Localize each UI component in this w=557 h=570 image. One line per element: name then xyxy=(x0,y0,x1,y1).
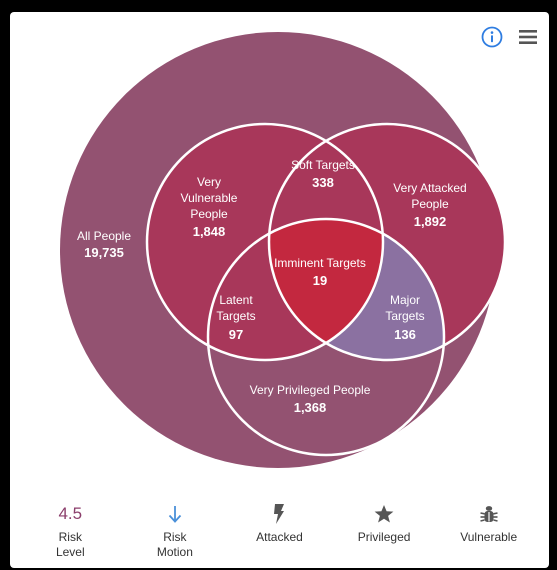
label-soft-targets: Soft Targets 338 xyxy=(291,158,355,190)
menu-button[interactable] xyxy=(517,26,539,48)
venn-card: All People 19,735 Very Vulnerable People… xyxy=(10,12,549,568)
svg-text:1,848: 1,848 xyxy=(193,224,226,239)
info-button[interactable] xyxy=(481,26,503,48)
svg-text:Major: Major xyxy=(390,293,420,307)
vulnerable-label: Vulnerable xyxy=(460,530,518,544)
arrow-down-icon xyxy=(167,502,183,526)
label-very-attacked: Very Attacked People 1,892 xyxy=(393,181,466,229)
label-all-people: All People 19,735 xyxy=(77,229,131,260)
svg-text:People: People xyxy=(411,197,449,211)
privileged-item[interactable]: Privileged xyxy=(334,502,434,545)
svg-text:Very Privileged People: Very Privileged People xyxy=(250,383,371,397)
svg-text:Very Attacked: Very Attacked xyxy=(393,181,466,195)
svg-text:Targets: Targets xyxy=(216,309,255,323)
legend-bar: 4.5 Risk Level Risk Motion Attacked xyxy=(10,502,549,560)
info-icon xyxy=(481,26,503,48)
svg-text:Very: Very xyxy=(197,175,221,189)
label-latent-targets: Latent Targets 97 xyxy=(216,293,255,342)
risk-level-label: Risk Level xyxy=(55,530,85,559)
star-icon xyxy=(374,502,394,526)
label-major-targets: Major Targets 136 xyxy=(385,293,424,342)
attacked-label: Attacked xyxy=(256,530,303,544)
lightning-icon xyxy=(272,502,286,526)
svg-text:1,368: 1,368 xyxy=(294,400,327,415)
venn-outlines xyxy=(145,122,507,457)
svg-text:Latent: Latent xyxy=(219,293,253,307)
vulnerable-item[interactable]: Vulnerable xyxy=(439,502,539,545)
svg-text:People: People xyxy=(190,207,228,221)
svg-text:1,892: 1,892 xyxy=(414,214,447,229)
risk-motion-label: Risk Motion xyxy=(156,530,193,559)
svg-text:338: 338 xyxy=(312,175,334,190)
svg-text:Targets: Targets xyxy=(385,309,424,323)
svg-text:Imminent Targets: Imminent Targets xyxy=(274,256,366,270)
svg-text:136: 136 xyxy=(394,327,416,342)
label-imminent-targets: Imminent Targets 19 xyxy=(274,256,366,288)
svg-text:19,735: 19,735 xyxy=(84,245,124,260)
hamburger-icon xyxy=(519,30,537,44)
risk-motion-item[interactable]: Risk Motion xyxy=(125,502,225,560)
label-very-vulnerable: Very Vulnerable People 1,848 xyxy=(181,175,238,239)
svg-text:19: 19 xyxy=(313,273,327,288)
risk-level-item[interactable]: 4.5 Risk Level xyxy=(20,502,120,560)
attacked-item[interactable]: Attacked xyxy=(229,502,329,545)
label-very-privileged: Very Privileged People 1,368 xyxy=(250,383,371,415)
venn-diagram: All People 19,735 Very Vulnerable People… xyxy=(60,32,507,468)
risk-level-value: 4.5 xyxy=(58,504,83,523)
imminent-targets-region[interactable] xyxy=(269,124,505,360)
svg-text:Vulnerable: Vulnerable xyxy=(181,191,238,205)
toolbar xyxy=(481,26,539,48)
privileged-label: Privileged xyxy=(357,530,411,544)
svg-text:Soft Targets: Soft Targets xyxy=(291,158,355,172)
bug-icon xyxy=(479,502,498,526)
svg-text:97: 97 xyxy=(229,327,243,342)
svg-text:All People: All People xyxy=(77,229,131,243)
